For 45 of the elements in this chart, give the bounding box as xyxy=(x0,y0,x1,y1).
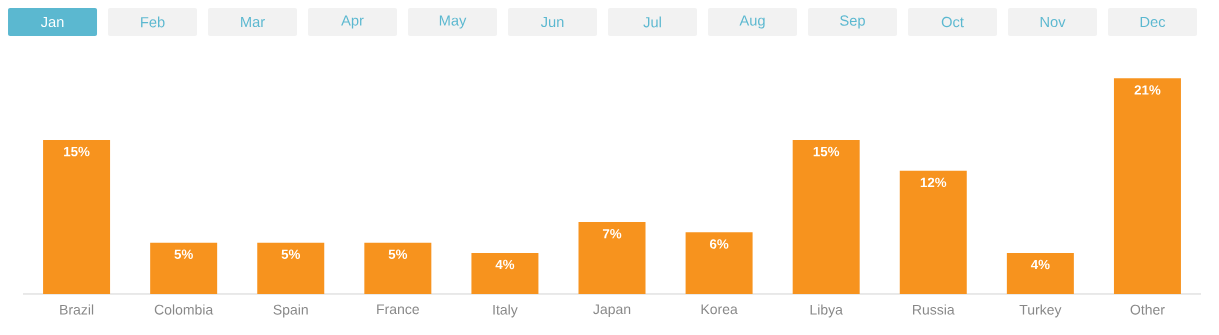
data-label: 15% xyxy=(813,146,840,157)
bar xyxy=(899,170,967,294)
x-tick-label: Other xyxy=(1130,304,1165,315)
bar xyxy=(1006,252,1074,294)
bar xyxy=(1113,78,1181,294)
text: Aug xyxy=(739,15,765,29)
bar xyxy=(792,139,860,294)
data-label: 5% xyxy=(281,249,301,259)
bar xyxy=(150,242,218,294)
bar xyxy=(43,139,111,294)
x-tick-label: Brazil xyxy=(60,304,94,315)
text: Sep xyxy=(840,15,865,29)
data-label: 4% xyxy=(1030,259,1050,270)
x-tick-label: Japan xyxy=(593,304,631,317)
text: Dec xyxy=(1140,16,1166,28)
x-tick-label: Colombia xyxy=(154,304,214,315)
bar xyxy=(471,252,539,294)
text: Jan xyxy=(40,16,64,28)
bar xyxy=(364,242,432,294)
x-tick-label: Italy xyxy=(493,304,518,318)
bar xyxy=(685,232,753,294)
data-label: 15% xyxy=(64,146,90,157)
text: Feb xyxy=(141,16,165,28)
text: Nov xyxy=(1040,16,1066,28)
data-label: 7% xyxy=(602,229,622,239)
data-label: 5% xyxy=(388,249,408,259)
x-tick-label: Libya xyxy=(810,304,843,318)
x-tick-label: Russia xyxy=(913,304,955,315)
data-label: 5% xyxy=(174,249,193,259)
text: Jul xyxy=(643,16,661,28)
text: Apr xyxy=(341,15,364,29)
data-label: 12% xyxy=(920,177,947,188)
text: Jun xyxy=(540,16,564,28)
text: May xyxy=(439,15,467,29)
x-tick-label: Turkey xyxy=(1019,304,1062,318)
x-tick-label: Korea xyxy=(701,304,738,315)
data-label: 4% xyxy=(495,259,515,270)
x-tick-label: France xyxy=(377,304,419,315)
bar xyxy=(257,242,325,294)
text: Mar xyxy=(241,16,265,28)
x-tick-label: Spain xyxy=(273,304,308,318)
data-label: 21% xyxy=(1134,85,1161,95)
data-label: 6% xyxy=(709,239,729,249)
text: Oct xyxy=(941,16,964,28)
bar xyxy=(578,222,646,294)
